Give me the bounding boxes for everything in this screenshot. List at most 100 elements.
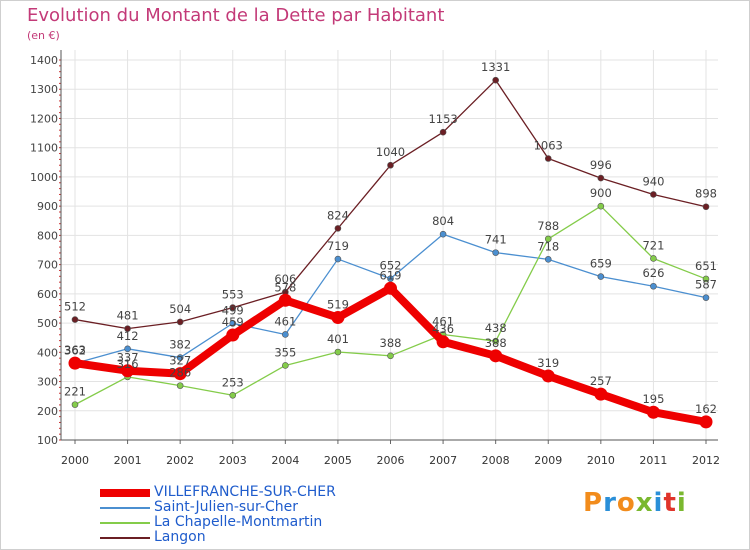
data-label: 327 bbox=[169, 354, 191, 368]
logo-letter: r bbox=[603, 488, 617, 518]
x-tick-label: 2005 bbox=[324, 454, 352, 467]
data-label: 1153 bbox=[428, 112, 457, 126]
data-point bbox=[176, 318, 184, 326]
data-point bbox=[229, 304, 237, 311]
y-tick-label: 200 bbox=[37, 405, 58, 418]
data-label: 824 bbox=[327, 208, 349, 222]
x-tick-label: 2006 bbox=[377, 454, 405, 467]
data-point bbox=[278, 293, 292, 307]
data-point bbox=[334, 225, 342, 232]
data-label: 337 bbox=[117, 351, 139, 365]
data-label: 788 bbox=[537, 219, 559, 233]
data-point bbox=[597, 273, 605, 280]
data-point bbox=[387, 352, 394, 360]
data-label: 940 bbox=[642, 174, 664, 188]
data-label: 606 bbox=[274, 272, 296, 286]
data-point bbox=[650, 255, 657, 262]
data-point bbox=[387, 161, 394, 169]
data-point bbox=[71, 401, 79, 408]
chart-title: Evolution du Montant de la Dette par Hab… bbox=[27, 5, 445, 26]
data-point bbox=[650, 191, 657, 198]
y-tick-label: 1100 bbox=[30, 142, 58, 155]
data-label: 718 bbox=[537, 239, 559, 253]
data-label: 481 bbox=[117, 309, 139, 323]
data-point bbox=[334, 348, 342, 356]
data-label: 362 bbox=[64, 343, 86, 357]
x-tick-label: 2007 bbox=[429, 454, 457, 467]
data-label: 898 bbox=[695, 187, 717, 201]
data-point bbox=[702, 294, 710, 301]
y-tick-label: 500 bbox=[37, 317, 58, 330]
y-tick-label: 800 bbox=[37, 229, 58, 242]
legend-label: La Chapelle-Montmartin bbox=[154, 514, 323, 530]
data-label: 587 bbox=[695, 278, 717, 292]
data-point bbox=[489, 349, 503, 363]
data-point bbox=[71, 316, 79, 323]
data-point bbox=[384, 281, 397, 295]
x-tick-label: 2003 bbox=[219, 454, 247, 467]
data-point bbox=[436, 335, 450, 349]
y-tick-label: 600 bbox=[37, 288, 58, 301]
data-point bbox=[646, 405, 660, 419]
y-tick-label: 400 bbox=[37, 346, 58, 359]
data-label: 996 bbox=[590, 158, 612, 172]
legend-label: Saint-Julien-sur-Cher bbox=[154, 499, 298, 515]
data-point bbox=[331, 311, 345, 325]
y-tick-label: 300 bbox=[37, 376, 58, 389]
data-label: 319 bbox=[537, 356, 559, 370]
data-label: 804 bbox=[432, 214, 454, 228]
data-point bbox=[176, 382, 184, 389]
data-point bbox=[334, 255, 342, 263]
legend-swatch bbox=[100, 522, 150, 524]
legend-swatch bbox=[100, 489, 150, 497]
data-point bbox=[702, 203, 710, 211]
data-point bbox=[282, 331, 289, 338]
data-label: 412 bbox=[117, 329, 139, 343]
data-label: 355 bbox=[274, 345, 296, 359]
data-label: 900 bbox=[590, 186, 612, 200]
data-label: 553 bbox=[222, 288, 244, 302]
data-label: 461 bbox=[432, 314, 454, 328]
data-label: 438 bbox=[485, 321, 507, 335]
data-label: 401 bbox=[327, 332, 349, 346]
data-label: 512 bbox=[64, 300, 86, 314]
data-point bbox=[282, 362, 289, 369]
proxiti-logo: Proxiti bbox=[583, 488, 687, 518]
data-label: 651 bbox=[695, 259, 717, 273]
data-point bbox=[594, 387, 608, 401]
data-label: 461 bbox=[274, 314, 296, 328]
x-tick-label: 2001 bbox=[114, 454, 142, 467]
data-point bbox=[650, 282, 657, 290]
data-label: 436 bbox=[432, 322, 454, 336]
logo-letter: t bbox=[663, 488, 677, 518]
data-label: 253 bbox=[222, 375, 244, 389]
x-tick-label: 2012 bbox=[692, 454, 720, 467]
data-label: 162 bbox=[695, 402, 717, 416]
data-point bbox=[226, 328, 240, 342]
data-point bbox=[439, 230, 447, 238]
data-point bbox=[699, 415, 713, 429]
data-label: 652 bbox=[380, 259, 402, 273]
legend-swatch bbox=[100, 537, 150, 539]
data-label: 286 bbox=[169, 366, 191, 380]
y-tick-label: 900 bbox=[37, 200, 58, 213]
data-point bbox=[439, 128, 447, 136]
legend-label: Langon bbox=[154, 529, 206, 545]
data-label: 499 bbox=[222, 303, 244, 317]
data-point bbox=[541, 369, 555, 383]
data-label: 578 bbox=[274, 280, 296, 294]
data-point bbox=[597, 174, 605, 182]
data-label: 459 bbox=[222, 315, 244, 329]
data-point bbox=[544, 155, 552, 162]
x-tick-label: 2000 bbox=[61, 454, 89, 467]
data-label: 619 bbox=[380, 268, 402, 282]
x-tick-label: 2008 bbox=[482, 454, 510, 467]
data-point bbox=[173, 367, 187, 381]
data-label: 316 bbox=[117, 357, 139, 371]
data-point bbox=[492, 337, 499, 345]
data-point bbox=[492, 249, 499, 256]
data-label: 382 bbox=[169, 338, 191, 352]
y-tick-label: 1400 bbox=[30, 54, 58, 67]
y-tick-label: 100 bbox=[37, 434, 58, 447]
data-label: 221 bbox=[64, 385, 86, 399]
